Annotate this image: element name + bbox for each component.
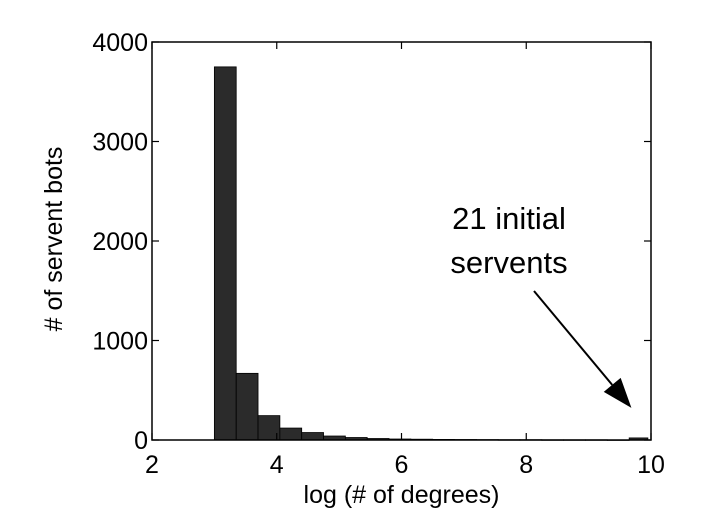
histogram-bars <box>213 66 649 441</box>
y-tick-label: 1000 <box>92 328 148 356</box>
histogram-bar <box>213 66 237 441</box>
annotation-text-line-2: servents <box>450 245 567 280</box>
x-tick-label: 8 <box>519 451 533 479</box>
y-axis-label: # of servent bots <box>40 147 68 332</box>
x-tick-label: 2 <box>145 451 159 479</box>
x-tick-label: 6 <box>395 451 409 479</box>
x-axis-label: log (# of degrees) <box>304 481 500 509</box>
y-tick-label: 3000 <box>92 129 148 157</box>
axis-ticks <box>151 41 652 441</box>
x-tick-label: 10 <box>637 451 665 479</box>
histogram-bar <box>235 372 259 441</box>
y-tick-label: 0 <box>134 427 148 455</box>
axis-tick-labels: 2 4 6 8 10 0 1000 2000 3000 4000 <box>92 29 665 479</box>
y-tick-label: 2000 <box>92 228 148 256</box>
annotation-text-line-1: 21 initial <box>452 201 566 236</box>
x-tick-label: 4 <box>270 451 284 479</box>
histogram-bar <box>279 427 303 441</box>
y-tick-label: 4000 <box>92 29 148 57</box>
histogram-bar <box>301 432 324 441</box>
annotation-arrow-head <box>603 377 632 408</box>
annotation-arrow-line <box>533 290 613 386</box>
